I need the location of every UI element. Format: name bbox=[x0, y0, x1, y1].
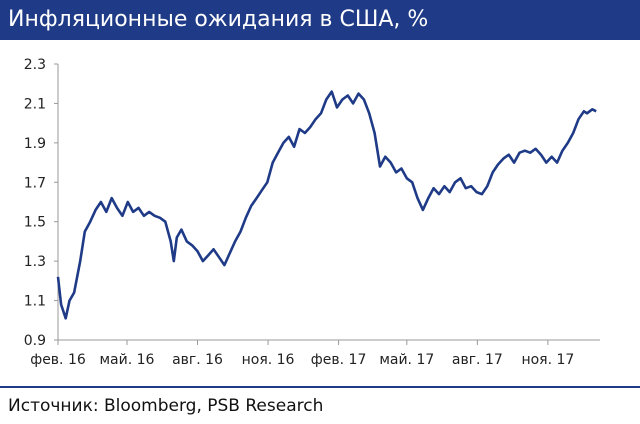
y-tick-label: 1.1 bbox=[24, 294, 46, 310]
x-tick-label: ноя. 16 bbox=[242, 352, 295, 368]
x-tick-label: авг. 16 bbox=[172, 352, 223, 368]
series-line bbox=[56, 90, 597, 320]
x-tick-label: фев. 17 bbox=[311, 352, 367, 368]
x-tick-label: май. 16 bbox=[100, 352, 155, 368]
y-tick-label: 2.1 bbox=[24, 96, 46, 112]
footer-divider bbox=[0, 386, 640, 388]
y-tick-label: 2.3 bbox=[24, 57, 46, 73]
x-axis: фев. 16 май. 16 авг. 16 ноя. 16 фев. 17 май. … bbox=[30, 339, 600, 368]
x-tick-label: фев. 16 bbox=[30, 352, 86, 368]
y-tick-label: 1.3 bbox=[24, 254, 46, 270]
x-tick-label: авг. 17 bbox=[452, 352, 503, 368]
y-tick-label: 1.7 bbox=[24, 175, 46, 191]
y-tick-label: 0.9 bbox=[24, 333, 46, 349]
title-bar: Инфляционные ожидания в США, % bbox=[0, 0, 640, 40]
source-note: Источник: Bloomberg, PSB Research bbox=[8, 396, 324, 416]
x-tick-label: май. 17 bbox=[379, 352, 434, 368]
chart-title: Инфляционные ожидания в США, % bbox=[8, 7, 429, 32]
y-axis: 0.9 1.1 1.3 1.5 1.7 1.9 2.1 2.3 bbox=[24, 57, 59, 349]
y-tick-label: 1.9 bbox=[24, 136, 46, 152]
inflation-expectations-chart: 0.9 1.1 1.3 1.5 1.7 1.9 2.1 2.3 фев. 16 май. 16 а… bbox=[24, 57, 600, 368]
x-tick-label: ноя. 17 bbox=[521, 352, 574, 368]
y-tick-label: 1.5 bbox=[24, 215, 46, 231]
